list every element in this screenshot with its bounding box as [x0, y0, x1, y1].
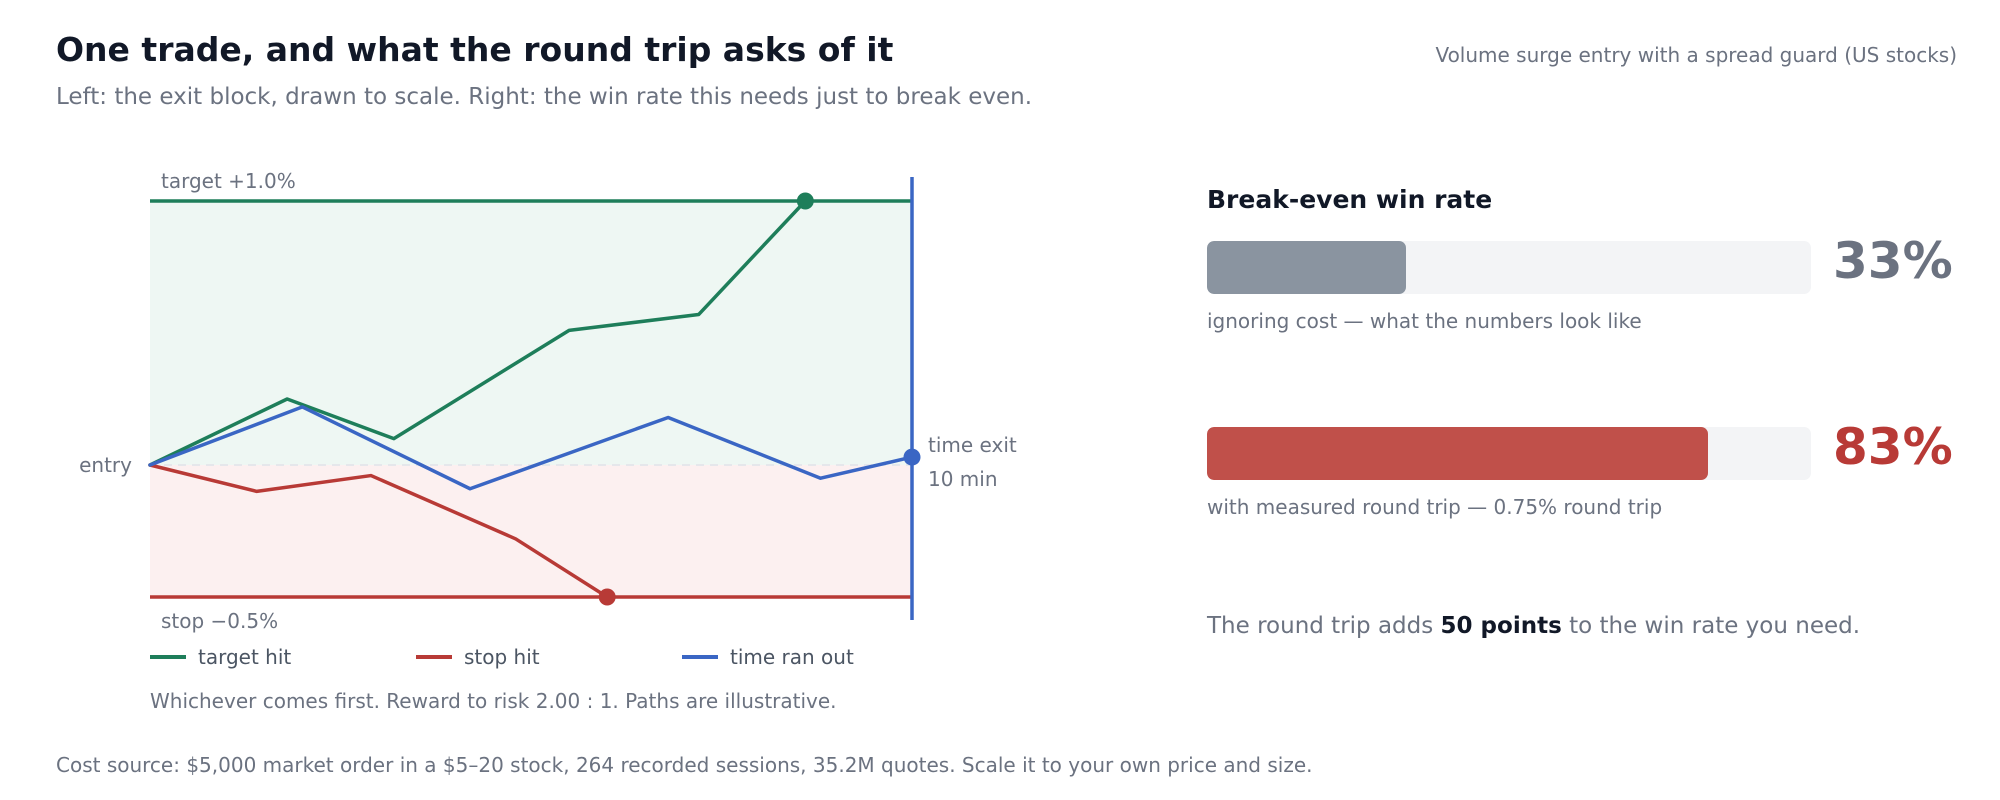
break-even-panel: Break-even win rate 33% ignoring cost — …	[1207, 0, 1967, 720]
path-target-hit	[148, 199, 808, 467]
conclusion-text: The round trip adds 50 points to the win…	[1207, 613, 1860, 639]
strategy-context: Volume surge entry with a spread guard (…	[1435, 43, 1957, 67]
chart-note: Whichever comes first. Reward to risk 2.…	[150, 689, 837, 713]
entry-label: entry	[79, 453, 132, 477]
target-zone	[150, 201, 912, 465]
stop-zone	[150, 465, 912, 597]
footnote: Cost source: $5,000 market order in a $5…	[56, 753, 1313, 777]
bar-with-cost	[1207, 427, 1709, 480]
path-time-ran-out	[148, 405, 914, 491]
endpoint-stop-hit	[598, 588, 616, 606]
bar-track-with-cost	[1207, 427, 1811, 480]
conclusion-prefix: The round trip adds	[1207, 613, 1441, 639]
bar-value-with-cost: 83%	[1833, 418, 1953, 476]
stop-label: stop −0.5%	[161, 609, 278, 633]
bar-value-ignoring-cost: 33%	[1833, 232, 1953, 290]
break-even-heading: Break-even win rate	[1207, 185, 1493, 214]
exit-block-chart: target +1.0% stop −0.5% entry time exit 10 m…	[79, 169, 1017, 713]
page-subtitle: Left: the exit block, drawn to scale. Ri…	[56, 84, 1033, 110]
legend-label-target-hit: target hit	[198, 645, 291, 669]
conclusion-suffix: to the win rate you need.	[1561, 613, 1861, 639]
endpoint-target-hit	[796, 192, 814, 210]
time-exit-label-2: 10 min	[928, 467, 998, 491]
bar-track-ignoring-cost	[1207, 241, 1811, 294]
bar-caption-ignoring-cost: ignoring cost — what the numbers look li…	[1207, 309, 1642, 333]
legend-label-stop-hit: stop hit	[464, 645, 540, 669]
bar-caption-with-cost: with measured round trip — 0.75% round t…	[1207, 495, 1663, 519]
target-label: target +1.0%	[161, 169, 296, 193]
time-exit-label-1: time exit	[928, 433, 1017, 457]
bar-ignoring-cost	[1207, 241, 1407, 294]
conclusion-emphasis: 50 points	[1440, 613, 1562, 639]
path-stop-hit	[148, 463, 609, 599]
endpoint-time-ran-out	[903, 448, 921, 466]
legend-label-time-ran-out: time ran out	[730, 645, 854, 669]
page-title: One trade, and what the round trip asks …	[56, 30, 894, 69]
